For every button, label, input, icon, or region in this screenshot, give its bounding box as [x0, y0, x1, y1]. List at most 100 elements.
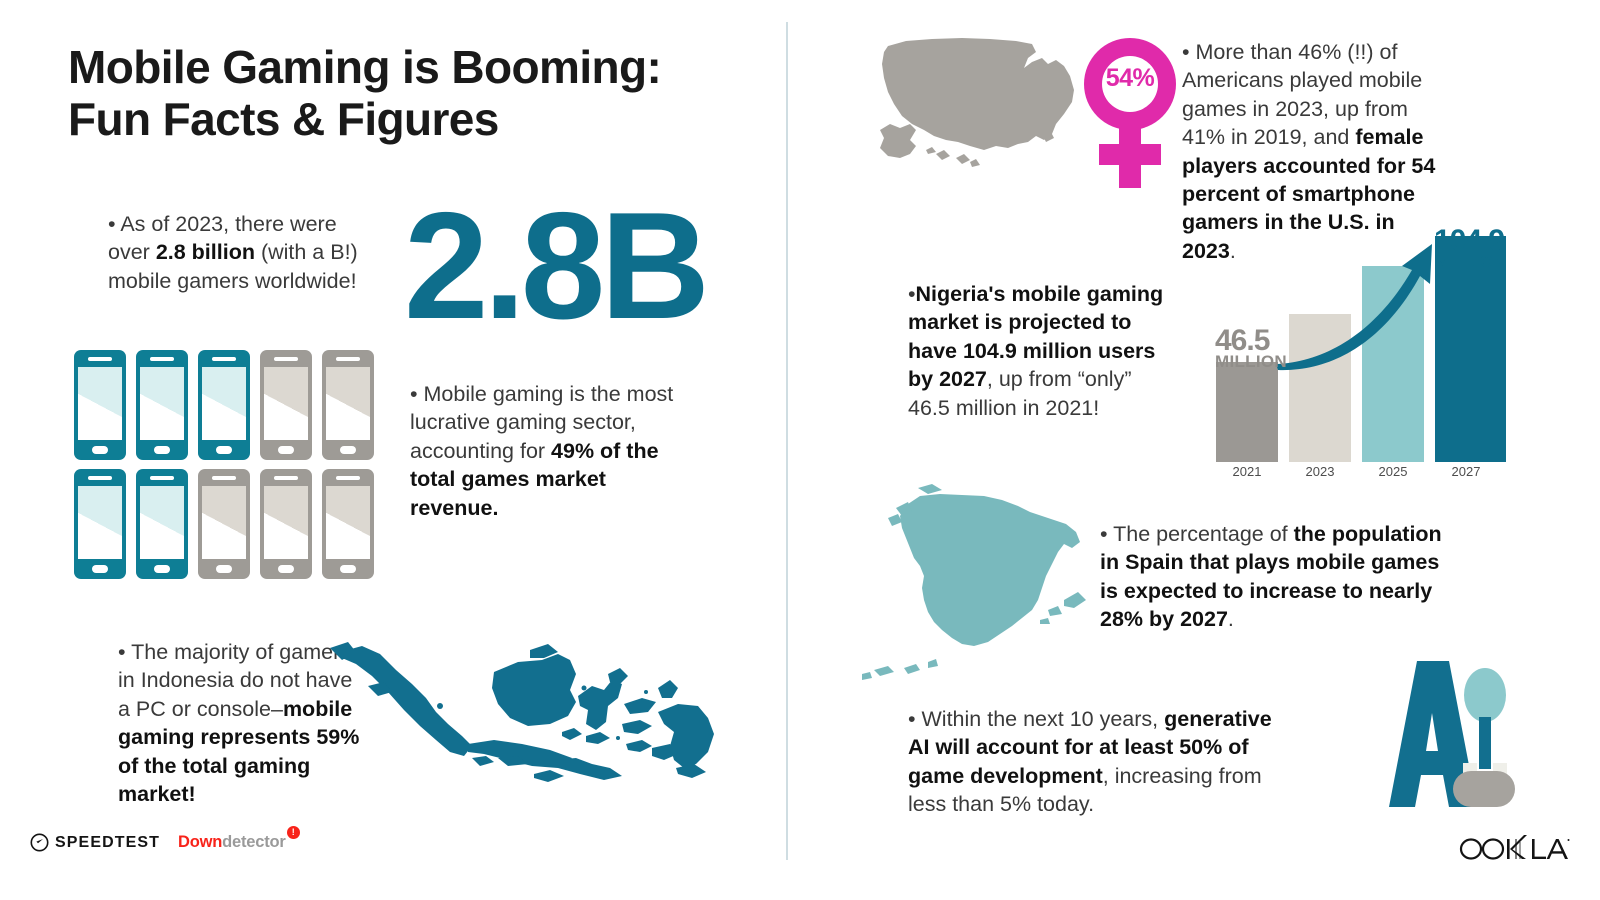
phone-speaker: [336, 476, 360, 480]
phone-icon-teal: [74, 469, 126, 579]
phone-home-button: [278, 565, 294, 573]
bullet-indonesia: • The majority of gamers in Indonesia do…: [118, 638, 368, 808]
phone-home-button: [278, 446, 294, 454]
chart-x-axis-labels: 2021 2023 2025 2027: [1216, 464, 1506, 488]
phone-speaker: [88, 476, 112, 480]
ookla-logo: [1459, 835, 1570, 860]
phone-home-button: [92, 565, 108, 573]
bullet-global-gamers: • As of 2023, there were over 2.8 billio…: [108, 210, 378, 295]
phone-home-button: [216, 446, 232, 454]
downdetector-part-2: detector: [222, 833, 286, 851]
bullet-text-part-1: The majority of gamers in Indonesia do n…: [118, 640, 353, 721]
bullet-marker: •: [1182, 40, 1190, 64]
bar-2021: [1216, 362, 1278, 462]
phone-screen: [202, 367, 246, 440]
bullet-text-part-2: , up from “only” 46.5 million in 2021!: [908, 367, 1132, 420]
stat-2-8-billion: 2.8B: [404, 181, 710, 351]
phone-home-button: [154, 565, 170, 573]
female-symbol-icon: 54%: [1074, 38, 1186, 190]
phone-screen: [140, 486, 184, 559]
bullet-nigeria: •Nigeria's mobile gaming market is proje…: [908, 280, 1170, 422]
chart-label-value: 104.9: [1434, 223, 1505, 257]
phone-row-1: [74, 350, 379, 460]
bullet-text-bold-1: generative AI will account for at least …: [908, 707, 1272, 788]
bullet-marker: •: [410, 382, 418, 406]
bullet-text-part-2: , increasing from less than 5% today.: [908, 763, 1262, 817]
phone-row-2: [74, 469, 379, 579]
downdetector-logo: Downdetector !: [178, 826, 300, 852]
phone-speaker: [336, 357, 360, 361]
phone-home-button: [340, 565, 356, 573]
x-label-2025: 2025: [1378, 464, 1408, 479]
usa-map: [880, 38, 1074, 167]
bullet-marker: •: [108, 212, 116, 236]
chart-label-unit: MILLION: [1215, 352, 1287, 372]
bullet-text-part-1: Mobile gaming is the most lucrative gami…: [410, 382, 674, 463]
chart-label-104-9: 104.9 MILLION: [1434, 223, 1506, 270]
phone-screen: [140, 367, 184, 440]
bullet-text-bold-1: the population in Spain that plays mobil…: [1100, 522, 1442, 632]
nigeria-bar-chart: 46.5 MILLION 104.9 MILLION 2021 2023 202…: [1215, 225, 1506, 496]
downdetector-part-1: Down: [178, 833, 223, 851]
phone-icon-gray: [322, 469, 374, 579]
bullet-text-part-2: .: [1227, 607, 1234, 632]
bullet-text-part-1: As of 2023, there were over: [108, 212, 337, 265]
speedtest-logo: SPEEDTEST: [30, 833, 160, 852]
title-line-2: Fun Facts & Figures: [68, 92, 499, 145]
phone-speaker: [274, 357, 298, 361]
phone-home-button: [340, 446, 356, 454]
indonesia-map: [330, 642, 714, 782]
title-line-1: Mobile Gaming is Booming:: [68, 41, 662, 93]
bullet-text-part-1: More than 46% (!!) of Americans played m…: [1182, 40, 1423, 150]
footer-brands: SPEEDTEST Downdetector !: [30, 826, 300, 852]
phone-speaker: [150, 357, 174, 361]
column-divider: [786, 22, 788, 860]
chart-label-46-5: 46.5 MILLION: [1215, 325, 1287, 372]
x-label-2023: 2023: [1305, 464, 1335, 479]
bullet-marker: •: [908, 282, 916, 306]
phone-speaker: [88, 357, 112, 361]
bullet-text-part-1: Within the next 10 years,: [921, 707, 1165, 731]
downdetector-badge-icon: !: [286, 826, 300, 839]
phone-home-button: [216, 565, 232, 573]
bullet-text-bold-1: 49% of the total games market revenue.: [410, 438, 659, 520]
phone-screen: [326, 486, 370, 559]
phone-screen: [264, 367, 308, 440]
bullet-marker: •: [1100, 522, 1108, 546]
phone-screen: [326, 367, 370, 440]
spain-map: [862, 484, 1086, 680]
bullet-text-part-2: .: [1229, 238, 1236, 263]
phone-screen: [78, 367, 122, 440]
phone-icon-gray: [260, 350, 312, 460]
phone-icon-teal: [198, 350, 250, 460]
phone-home-button: [154, 446, 170, 454]
page-title: Mobile Gaming is Booming: Fun Facts & Fi…: [68, 41, 768, 145]
phone-icon-gray: [322, 350, 374, 460]
bullet-market-revenue: • Mobile gaming is the most lucrative ga…: [410, 380, 690, 522]
bullet-spain: • The percentage of the population in Sp…: [1100, 520, 1450, 634]
phone-screen: [264, 486, 308, 559]
phone-speaker: [212, 476, 236, 480]
bullet-usa-stats: • More than 46% (!!) of Americans played…: [1182, 38, 1452, 265]
chart-bars: 46.5 MILLION 104.9 MILLION: [1215, 225, 1506, 462]
growth-arrow-icon: [1276, 244, 1432, 371]
bullet-text-bold-1: 2.8 billion: [155, 240, 255, 265]
bar-2023: [1289, 314, 1351, 462]
x-label-2021: 2021: [1232, 464, 1262, 479]
female-symbol-svg: [1084, 38, 1176, 188]
bullet-marker: •: [908, 707, 916, 731]
bullet-text-part-1: The percentage of: [1113, 522, 1294, 546]
bullet-marker: •: [118, 640, 126, 664]
ai-joystick-icon: [1389, 661, 1515, 807]
phone-icon-teal: [136, 350, 188, 460]
bullet-text-bold-1: mobile gaming represents 59% of the tota…: [118, 696, 360, 806]
speedometer-icon: [30, 833, 49, 852]
bullet-text-bold-1: female players accounted for 54 percent …: [1182, 125, 1436, 263]
phone-icon-gray: [198, 469, 250, 579]
phone-icon-teal: [74, 350, 126, 460]
bullet-text-bold-1: Nigeria's mobile gaming market is projec…: [908, 282, 1164, 392]
speedtest-wordmark: SPEEDTEST: [55, 833, 161, 851]
phone-screen: [202, 486, 246, 559]
phone-home-button: [92, 446, 108, 454]
